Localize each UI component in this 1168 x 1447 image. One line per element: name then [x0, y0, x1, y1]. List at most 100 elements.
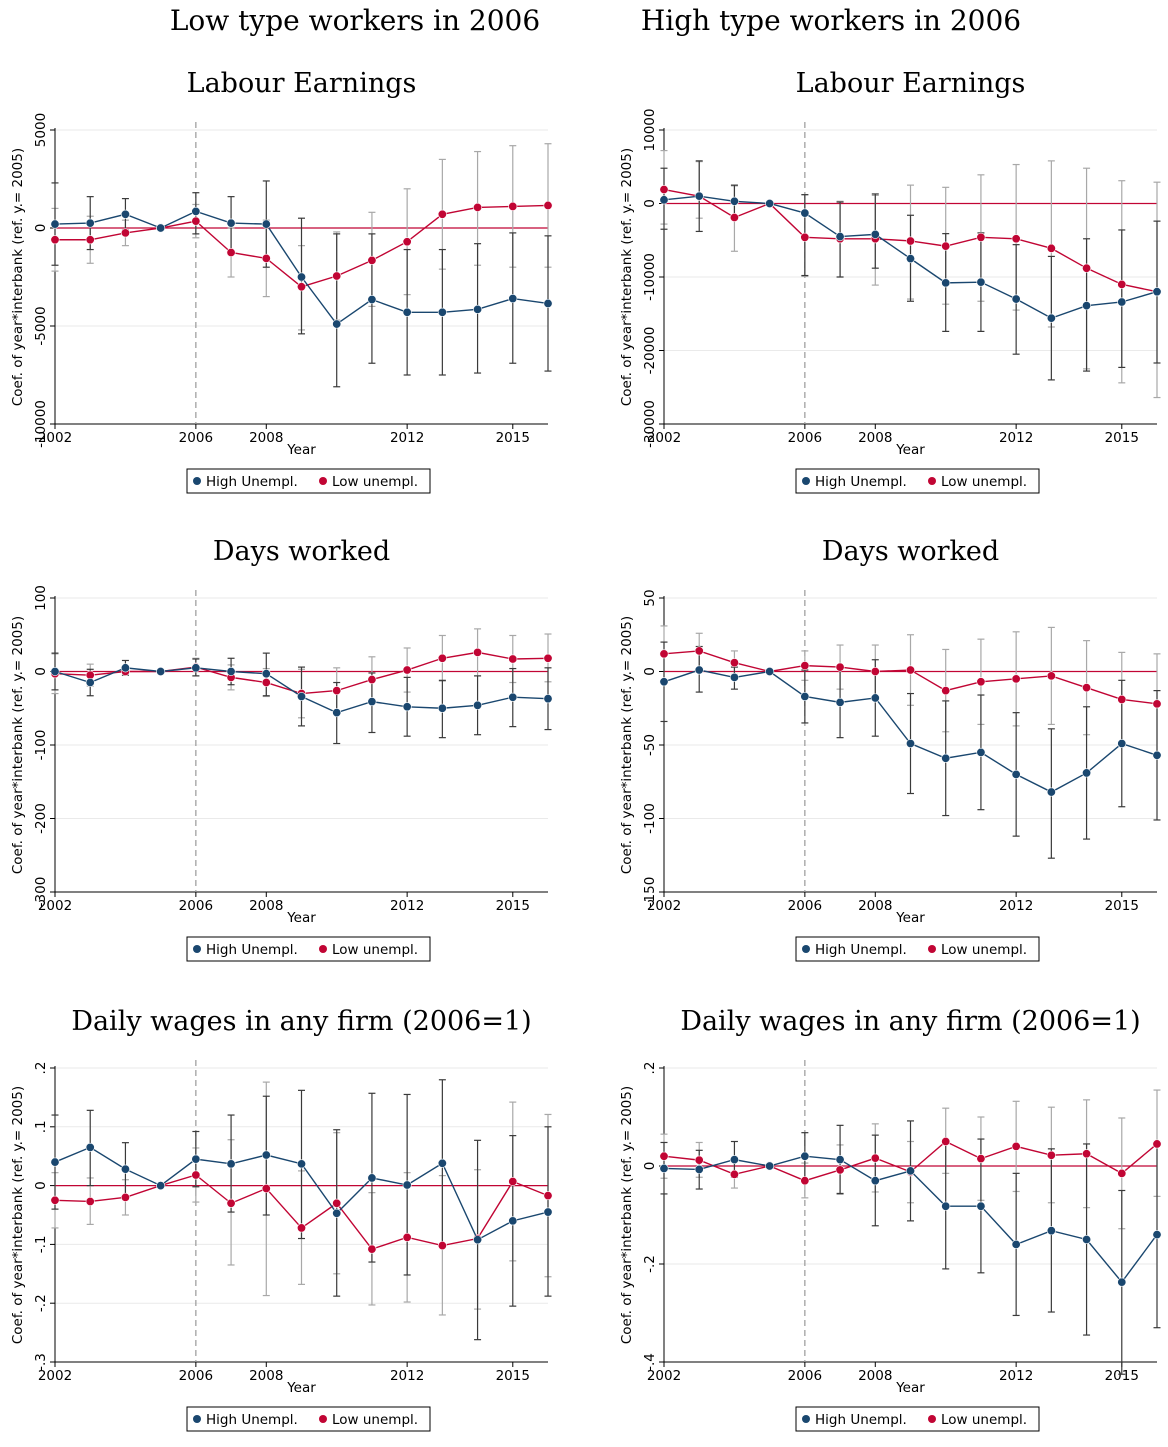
data-point-low-unempl: [120, 1192, 130, 1202]
data-point-low-unempl: [1117, 1168, 1127, 1178]
data-point-high-unempl: [659, 195, 669, 205]
data-point-high-unempl: [800, 691, 810, 701]
chart-panel: Labour Earnings -10000 -5000 0 5000 2002 2006 2…: [10, 68, 553, 494]
y-axis-label: Coef. of year*interbank (ref. y.= 2005): [619, 148, 635, 406]
x-tick-label: 2006: [179, 430, 213, 446]
y-axis-label: Coef. of year*interbank (ref. y.= 2005): [619, 616, 635, 874]
data-point-high-unempl: [976, 1201, 986, 1211]
data-point-low-unempl: [367, 1244, 377, 1254]
data-point-low-unempl: [1046, 671, 1056, 681]
data-point-low-unempl: [261, 253, 271, 263]
data-point-low-unempl: [729, 1169, 739, 1179]
data-point-high-unempl: [156, 1181, 166, 1191]
data-point-high-unempl: [1011, 1239, 1021, 1249]
data-point-low-unempl: [437, 209, 447, 219]
legend: High Unempl. Low unempl.: [186, 1406, 431, 1432]
legend-label-low-unempl: Low unempl.: [941, 1412, 1027, 1428]
data-point-high-unempl: [226, 1159, 236, 1169]
data-point-high-unempl: [367, 295, 377, 305]
data-point-high-unempl: [694, 665, 704, 675]
data-point-low-unempl: [543, 653, 553, 663]
data-point-high-unempl: [905, 254, 915, 264]
chart-panel: Days worked -300 -200 -100 0 100 2002 2006 2008 2…: [10, 536, 553, 962]
data-point-low-unempl: [659, 185, 669, 195]
x-axis-label: Year: [286, 910, 316, 926]
data-point-high-unempl: [50, 219, 60, 229]
data-point-high-unempl: [437, 1158, 447, 1168]
x-tick-label: 2015: [496, 430, 530, 446]
x-tick-label: 2012: [999, 1368, 1033, 1384]
legend-box: [795, 1406, 1040, 1432]
data-point-low-unempl: [120, 228, 130, 238]
data-point-high-unempl: [473, 1235, 483, 1245]
data-point-high-unempl: [905, 739, 915, 749]
legend-box: [795, 936, 1040, 962]
x-tick-label: 2015: [496, 898, 530, 914]
chart-title: Labour Earnings: [187, 68, 417, 99]
data-point-low-unempl: [367, 255, 377, 265]
data-point-high-unempl: [1082, 1235, 1092, 1245]
legend-label-low-unempl: Low unempl.: [941, 942, 1027, 958]
data-point-low-unempl: [437, 653, 447, 663]
data-point-low-unempl: [332, 686, 342, 696]
data-point-high-unempl: [367, 697, 377, 707]
data-point-high-unempl: [694, 1164, 704, 1174]
data-point-low-unempl: [543, 200, 553, 210]
y-tick-label: -30000: [642, 400, 658, 448]
data-point-low-unempl: [1011, 234, 1021, 244]
data-point-low-unempl: [800, 1176, 810, 1186]
data-point-high-unempl: [508, 294, 518, 304]
data-point-high-unempl: [296, 1159, 306, 1169]
data-point-high-unempl: [543, 1207, 553, 1217]
legend-label-high-unempl: High Unempl.: [206, 474, 298, 490]
data-point-high-unempl: [1046, 787, 1056, 797]
data-point-high-unempl: [800, 1151, 810, 1161]
data-point-high-unempl: [191, 1154, 201, 1164]
data-point-low-unempl: [402, 237, 412, 247]
data-point-high-unempl: [870, 229, 880, 239]
data-point-low-unempl: [1011, 1141, 1021, 1151]
data-point-low-unempl: [50, 1195, 60, 1205]
x-tick-label: 2015: [1105, 898, 1139, 914]
x-tick-label: 2002: [647, 898, 681, 914]
data-point-high-unempl: [1011, 294, 1021, 304]
chart-title: Daily wages in any firm (2006=1): [680, 1006, 1140, 1037]
data-point-low-unempl: [261, 678, 271, 688]
chart-title: Days worked: [213, 536, 390, 567]
data-point-low-unempl: [870, 666, 880, 676]
data-point-low-unempl: [659, 1151, 669, 1161]
legend-label-high-unempl: High Unempl.: [206, 942, 298, 958]
data-point-low-unempl: [800, 232, 810, 242]
data-point-high-unempl: [226, 218, 236, 228]
data-point-low-unempl: [191, 1170, 201, 1180]
data-point-high-unempl: [765, 199, 775, 209]
data-point-low-unempl: [1046, 243, 1056, 253]
data-point-high-unempl: [941, 1201, 951, 1211]
data-point-high-unempl: [473, 700, 483, 710]
data-point-high-unempl: [261, 219, 271, 229]
data-point-high-unempl: [85, 218, 95, 228]
data-point-high-unempl: [402, 1180, 412, 1190]
legend-marker-high-unempl: [802, 945, 810, 953]
data-point-low-unempl: [226, 1198, 236, 1208]
data-point-high-unempl: [659, 677, 669, 687]
data-point-high-unempl: [50, 666, 60, 676]
x-tick-label: 2008: [249, 898, 283, 914]
data-point-low-unempl: [402, 665, 412, 675]
data-point-high-unempl: [191, 663, 201, 673]
data-point-high-unempl: [50, 1157, 60, 1167]
data-point-low-unempl: [1117, 279, 1127, 289]
x-tick-label: 2012: [390, 898, 424, 914]
data-point-high-unempl: [765, 1161, 775, 1171]
legend: High Unempl. Low unempl.: [795, 1406, 1040, 1432]
data-point-low-unempl: [543, 1191, 553, 1201]
x-tick-label: 2006: [788, 1368, 822, 1384]
data-point-high-unempl: [765, 666, 775, 676]
y-tick-label: 0: [642, 199, 658, 208]
legend-marker-low-unempl: [928, 1415, 936, 1423]
data-point-low-unempl: [367, 675, 377, 685]
legend: High Unempl. Low unempl.: [795, 936, 1040, 962]
x-axis-label: Year: [895, 910, 925, 926]
data-point-low-unempl: [191, 216, 201, 226]
data-point-high-unempl: [156, 223, 166, 233]
